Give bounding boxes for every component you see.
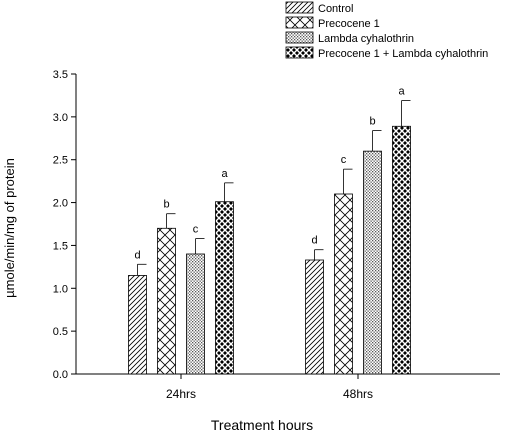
- x-tick-label: 24hrs: [166, 387, 196, 401]
- legend-label: Precocene 1 + Lambda cyhalothrin: [318, 48, 488, 60]
- y-tick-label: 3.5: [53, 69, 68, 81]
- y-tick-label: 0.5: [53, 326, 68, 338]
- x-axis-label: Treatment hours: [211, 417, 313, 432]
- significance-label: c: [341, 154, 347, 166]
- y-tick-label: 2.5: [53, 155, 68, 167]
- y-tick-label: 3.0: [53, 112, 68, 124]
- bar-precocene-1-lambda-cyhalothrin-48hrs: [392, 125, 411, 375]
- bar-control-24hrs: [128, 275, 147, 375]
- bars: d b c a d c b a: [128, 86, 411, 375]
- legend-swatch: [285, 31, 314, 44]
- significance-label: d: [311, 235, 317, 247]
- y-tick-label: 1.0: [53, 283, 68, 295]
- significance-label: a: [221, 168, 228, 180]
- bar-control-48hrs: [305, 259, 324, 375]
- bar-lambda-cyhalothrin-48hrs: [363, 150, 382, 375]
- y-ticks: 0.0 0.5 1.0 1.5 2.0 2.5 3.0 3.5: [53, 69, 76, 381]
- legend-swatch: [285, 1, 314, 14]
- bar-precocene-1-24hrs: [157, 227, 176, 375]
- legend-swatch: [285, 16, 314, 29]
- significance-label: b: [369, 116, 375, 128]
- x-ticks: 24hrs 48hrs: [166, 374, 373, 401]
- legend-swatch: [285, 46, 314, 59]
- y-tick-label: 2.0: [53, 198, 68, 210]
- significance-label: b: [163, 199, 169, 211]
- y-tick-label: 1.5: [53, 240, 68, 252]
- bar-precocene-1-48hrs: [334, 193, 353, 375]
- y-tick-label: 0.0: [53, 369, 68, 381]
- significance-label: d: [134, 249, 140, 261]
- legend-label: Control: [318, 3, 353, 15]
- legend-label: Lambda cyhalothrin: [318, 33, 414, 45]
- bar-lambda-cyhalothrin-24hrs: [186, 253, 205, 375]
- significance-label: c: [193, 224, 199, 236]
- y-axis-label: µmole/min/mg of protein: [2, 158, 17, 298]
- bar-precocene-1-lambda-cyhalothrin-24hrs: [215, 201, 234, 375]
- significance-label: a: [398, 86, 405, 98]
- legend: Control Precocene 1 Lambda cyhalothrin Prec…: [285, 1, 488, 60]
- x-tick-label: 48hrs: [343, 387, 373, 401]
- legend-label: Precocene 1: [318, 18, 380, 30]
